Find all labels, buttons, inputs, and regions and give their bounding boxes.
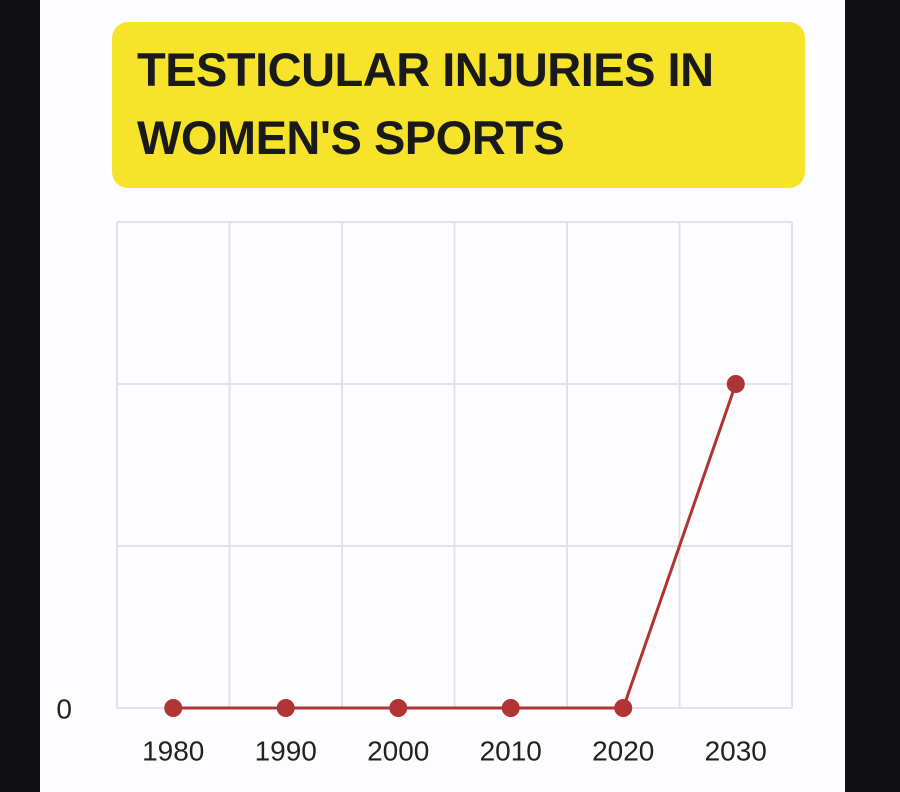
y-tick-label: 0 <box>56 693 72 724</box>
point <box>276 699 295 717</box>
point <box>614 699 633 717</box>
point <box>164 699 183 717</box>
point <box>726 375 745 393</box>
x-tick-label: 1990 <box>255 735 317 766</box>
x-tick-label: 2030 <box>705 735 767 766</box>
point <box>501 699 520 717</box>
point <box>389 699 408 717</box>
x-tick-label: 2010 <box>480 735 542 766</box>
chart-title: TESTICULAR INJURIES IN WOMEN'S SPORTS <box>112 22 805 188</box>
x-tick-label: 2020 <box>592 735 654 766</box>
line <box>173 383 738 710</box>
x-tick-label: 1980 <box>142 735 204 766</box>
x-tick-label: 2000 <box>367 735 429 766</box>
